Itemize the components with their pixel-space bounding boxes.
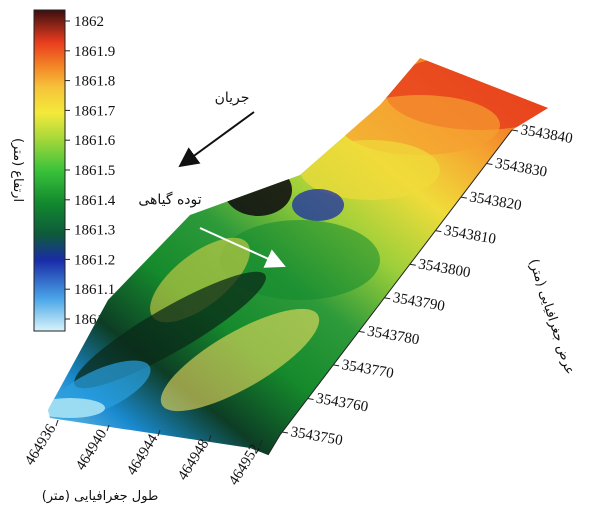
longitude-tick-mark: [55, 419, 59, 427]
flow-label: جریان: [215, 90, 250, 106]
surface-front-edge: [267, 129, 513, 456]
latitude-tick-mark: [384, 297, 391, 300]
latitude-tick-label: 3543820: [468, 189, 522, 214]
latitude-tick-mark: [409, 263, 416, 266]
colorbar-tick-label: 1861.7: [74, 103, 116, 119]
latitude-tick-label: 3543840: [519, 122, 573, 147]
colorbar-tick-label: 1861.2: [74, 252, 115, 268]
surface-dark-channel: [74, 271, 266, 389]
surface-highland-orange: [340, 95, 500, 155]
colorbar-tick-label: 1861.1: [74, 282, 115, 298]
latitude-tick-mark: [358, 330, 365, 333]
longitude-tick-mark: [157, 429, 161, 437]
longitude-tick-mark: [208, 434, 212, 442]
vegetation-label: توده گیاهی: [138, 191, 201, 208]
latitude-tick-mark: [333, 364, 340, 367]
colorbar-ticks: 1862 1861.9 1861.8 1861.7 1861.6 1861.5 1861.4…: [65, 14, 116, 328]
colorbar-tick-label: 1861.4: [74, 193, 116, 209]
latitude-tick-mark: [281, 431, 289, 434]
colorbar-tick-label: 1861.5: [74, 163, 115, 179]
colorbar-bar: [33, 9, 66, 332]
latitude-tick-label: 3543750: [289, 424, 343, 449]
longitude-tick-label: 464944: [124, 431, 162, 478]
surface-yellow-band: [300, 140, 440, 200]
surface-blue-patch: [292, 189, 344, 221]
vegetation-annotation: توده گیاهی: [138, 191, 286, 268]
surface-yellow-lower: [160, 308, 320, 412]
colorbar-tick-label: 1862: [74, 14, 104, 30]
colorbar: 1862 1861.9 1861.8 1861.7 1861.6 1861.5 1861.4…: [10, 9, 116, 332]
latitude-tick-mark: [460, 196, 467, 199]
latitude-tick-label: 3543800: [417, 256, 471, 281]
surface-plot: [48, 58, 548, 456]
longitude-axis-label: طول جغرافیایی (متر): [42, 489, 159, 504]
flow-annotation: جریان: [178, 90, 255, 168]
longitude-tick-label: 464936: [22, 421, 60, 468]
latitude-axis-label: عرض جغرافیایی (متر): [526, 257, 578, 376]
latitude-tick-label: 3543790: [392, 290, 446, 315]
colorbar-tick-label: 1861.8: [74, 74, 115, 90]
surface-yellow-left: [150, 237, 250, 323]
surface-vegetation-mound: [224, 164, 292, 216]
latitude-tick-mark: [486, 163, 493, 166]
vegetation-arrow: [199, 227, 286, 268]
longitude-tick-mark: [259, 439, 263, 447]
colorbar-tick-label: 1861.9: [74, 44, 115, 60]
latitude-tick-mark: [511, 129, 519, 132]
longitude-tick-label: 464940: [73, 427, 110, 474]
surface-lowland-cyan: [48, 398, 105, 418]
latitude-tick-mark: [307, 397, 314, 400]
flow-arrow: [178, 111, 255, 168]
colorbar-label: ارتفاع (متر): [10, 138, 25, 202]
longitude-tick-label: 464952: [226, 442, 263, 489]
latitude-tick-label: 3543810: [443, 223, 497, 248]
latitude-tick-label: 3543780: [366, 324, 420, 349]
latitude-tick-label: 3543770: [340, 357, 394, 382]
latitude-tick-mark: [435, 230, 442, 233]
latitude-tick-label: 3543760: [315, 391, 369, 416]
colorbar-tick-label: 1861.3: [74, 223, 115, 239]
latitude-tick-label: 3543830: [494, 156, 548, 181]
longitude-tick-label: 464948: [175, 437, 212, 484]
longitude-tick-mark: [106, 424, 110, 432]
colorbar-tick-label: 1861.6: [74, 133, 116, 149]
